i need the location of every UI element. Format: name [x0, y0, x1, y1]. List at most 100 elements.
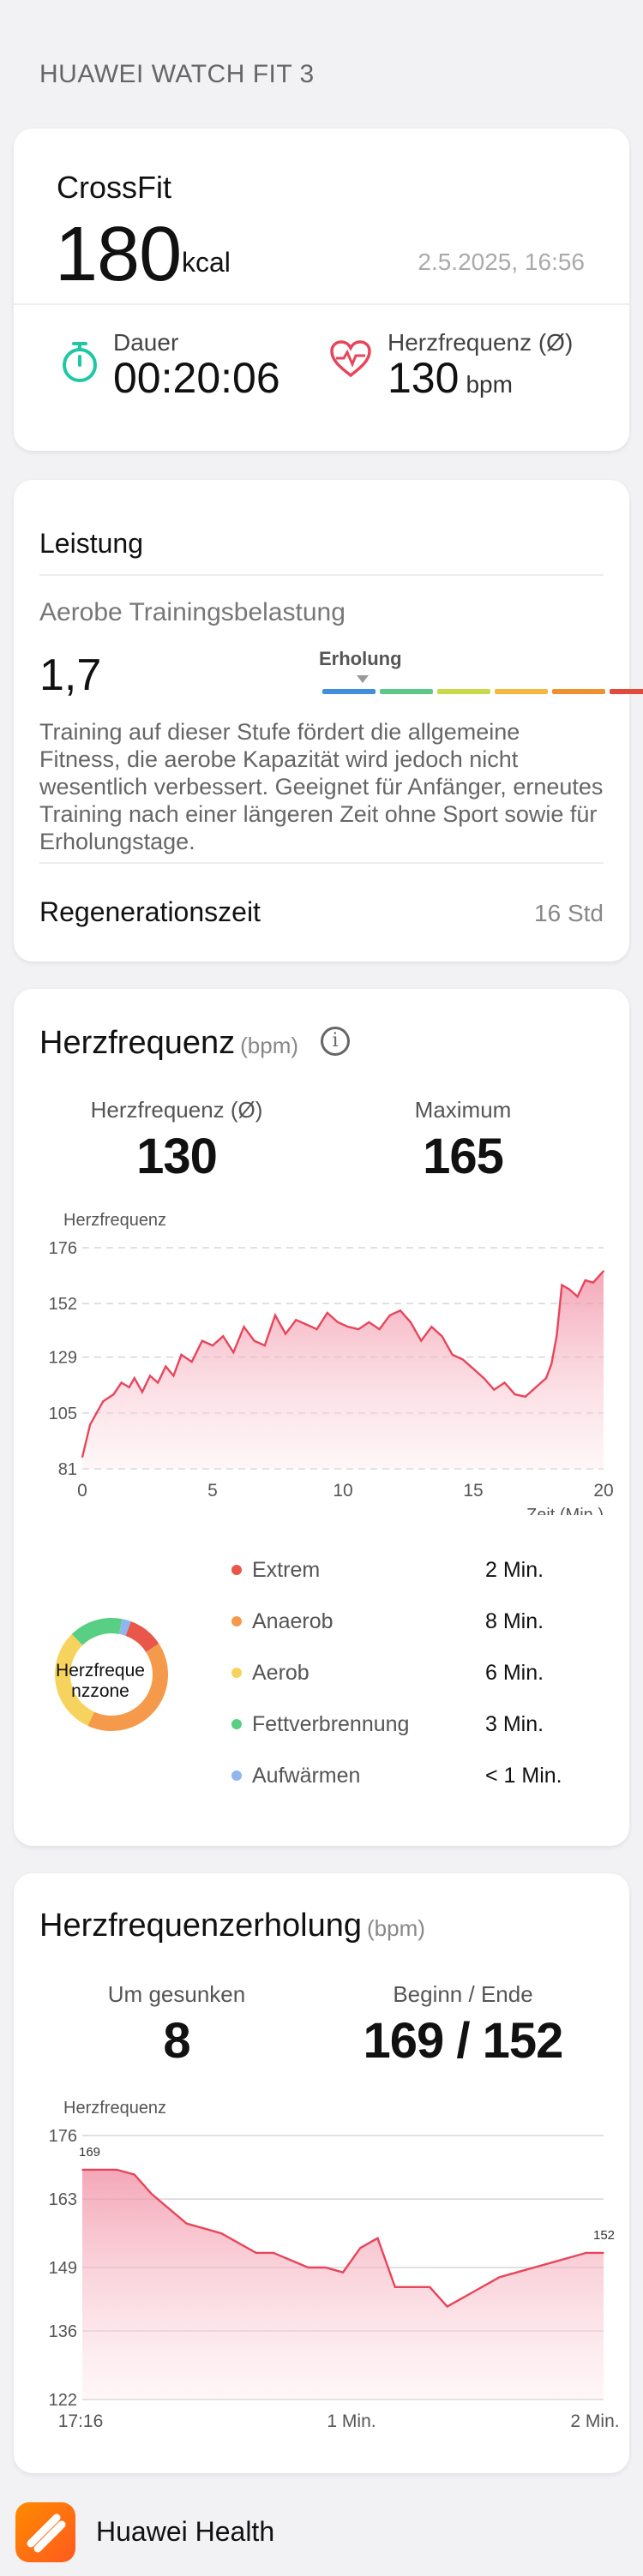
- y-tick-label: 176: [49, 2127, 77, 2146]
- zone-slice: [87, 1644, 168, 1731]
- data-point: [498, 2276, 501, 2279]
- recovery-title: Herzfrequenzerholung (bpm): [39, 1908, 425, 1944]
- start-end-label: Beginn / Ende: [393, 1981, 533, 2007]
- heart-rate-zone-donut: [55, 1618, 168, 1731]
- health-logo-icon: [27, 2513, 66, 2553]
- load-scale-segment: [495, 689, 548, 694]
- recovery-title-text: Herzfrequenzerholung: [39, 1908, 363, 1944]
- divider: [14, 303, 629, 305]
- x-tick-label: 15: [463, 1481, 483, 1501]
- data-point: [451, 1354, 454, 1356]
- aerobic-load-label: Aerobe Trainingsbelastung: [39, 598, 346, 626]
- heart-rate-recovery-card: Herzfrequenzerholung (bpm) Um gesunken 8 …: [14, 1873, 629, 2473]
- data-point: [134, 1377, 135, 1379]
- data-point: [514, 1393, 516, 1395]
- data-point: [232, 1351, 235, 1354]
- data-point: [535, 1387, 537, 1388]
- calories-unit: kcal: [182, 247, 231, 278]
- heart-rate-title-text: Herzfrequenz: [39, 1025, 236, 1061]
- data-point: [128, 1387, 130, 1388]
- load-category-label: Erholung: [319, 648, 402, 669]
- app-name: Huawei Health: [96, 2516, 275, 2547]
- x-tick-label: 0: [77, 1481, 87, 1501]
- data-point: [533, 2267, 535, 2268]
- data-point: [429, 2286, 431, 2288]
- heart-rate-card: Herzfrequenz (bpm) i Herzfrequenz (Ø) 130…: [14, 989, 629, 1846]
- zone-name: Extrem: [252, 1558, 321, 1582]
- y-tick-label: 136: [49, 2322, 77, 2341]
- x-tick-label: 17:16: [58, 2411, 104, 2431]
- data-point: [190, 1361, 193, 1363]
- heart-rate-chart[interactable]: Herzfrequenz 176 152 129 105 810 5 10 15 20 Zeit (…: [14, 1198, 629, 1515]
- zone-duration: 2 Min.: [485, 1558, 544, 1582]
- data-point: [116, 2169, 118, 2171]
- data-point: [285, 1333, 286, 1335]
- performance-card: Leistung Aerobe Trainingsbelastung 1,7 E…: [14, 480, 643, 962]
- zone-row: Aufwärmen < 1 Min.: [228, 1760, 588, 1794]
- huawei-health-logo[interactable]: [15, 2502, 75, 2562]
- end-value-annotation: 152: [593, 2228, 615, 2243]
- data-point: [493, 1388, 496, 1391]
- data-point: [568, 1289, 571, 1291]
- data-point: [368, 1321, 370, 1323]
- data-point: [568, 2256, 570, 2259]
- hr-drop-value: 8: [163, 2013, 190, 2069]
- divider: [39, 574, 604, 576]
- zone-duration: 6 Min.: [485, 1661, 544, 1685]
- zone-row: Extrem 2 Min.: [228, 1555, 588, 1589]
- data-point: [222, 1335, 224, 1337]
- data-point: [441, 1335, 443, 1337]
- recovery-unit: (bpm): [367, 1915, 425, 1941]
- regeneration-value: 16 Std: [534, 900, 604, 926]
- data-point: [545, 1377, 547, 1379]
- zone-slice: [55, 1633, 94, 1726]
- data-point: [307, 2267, 309, 2268]
- data-point: [264, 1345, 266, 1346]
- zone-duration: 8 Min.: [485, 1609, 544, 1633]
- data-point: [315, 1328, 318, 1330]
- x-tick-label: 20: [593, 1481, 613, 1501]
- data-point: [149, 1375, 151, 1377]
- data-point: [550, 2261, 552, 2264]
- max-hr-label: Maximum: [414, 1097, 512, 1123]
- data-point: [342, 2271, 344, 2273]
- data-point: [172, 1375, 175, 1377]
- info-icon[interactable]: i: [321, 1027, 350, 1056]
- avg-hr-label: Herzfrequenz (Ø): [90, 1097, 263, 1123]
- zone-name: Aerob: [252, 1661, 309, 1685]
- data-point: [576, 1296, 579, 1297]
- data-point: [220, 2232, 222, 2234]
- zone-slice: [71, 1618, 123, 1645]
- avg-heart-rate-label: Herzfrequenz (Ø): [388, 329, 574, 356]
- avg-hr-value: 130: [136, 1129, 218, 1184]
- avg-heart-rate-number: 130: [388, 354, 460, 402]
- zone-duration: 3 Min.: [485, 1712, 544, 1736]
- data-point: [99, 2169, 101, 2171]
- data-point: [592, 1281, 594, 1284]
- aerobic-load-description: Training auf dieser Stufe fördert die al…: [39, 719, 604, 854]
- zone-slice: [125, 1621, 159, 1652]
- zone-slice: [119, 1619, 131, 1636]
- heart-rate-title: Herzfrequenz (bpm): [39, 1025, 298, 1062]
- data-point: [134, 2173, 135, 2176]
- data-point: [359, 2247, 362, 2249]
- data-point: [141, 1391, 143, 1393]
- zone-row: Fettverbrennung 3 Min.: [228, 1709, 588, 1743]
- zone-duration: < 1 Min.: [485, 1764, 562, 1788]
- data-point: [394, 2286, 396, 2288]
- data-point: [305, 1323, 308, 1326]
- regeneration-label: Regenerationszeit: [39, 896, 261, 927]
- heart-rate-unit: (bpm): [240, 1033, 299, 1058]
- sport-name: CrossFit: [57, 170, 171, 205]
- x-tick-label: 2 Min.: [570, 2411, 619, 2431]
- start-end-value: 169 / 152: [363, 2013, 564, 2069]
- data-point: [410, 1321, 412, 1323]
- workout-summary-card[interactable]: CrossFit 180 kcal 2.5.2025, 16:56 Dauer …: [14, 129, 629, 451]
- duration-label: Dauer: [113, 329, 179, 356]
- zone-color-dot: [231, 1770, 242, 1781]
- divider: [39, 862, 604, 864]
- workout-date: 2.5.2025, 16:56: [418, 249, 585, 275]
- data-point: [89, 1423, 91, 1426]
- data-point: [185, 2222, 188, 2225]
